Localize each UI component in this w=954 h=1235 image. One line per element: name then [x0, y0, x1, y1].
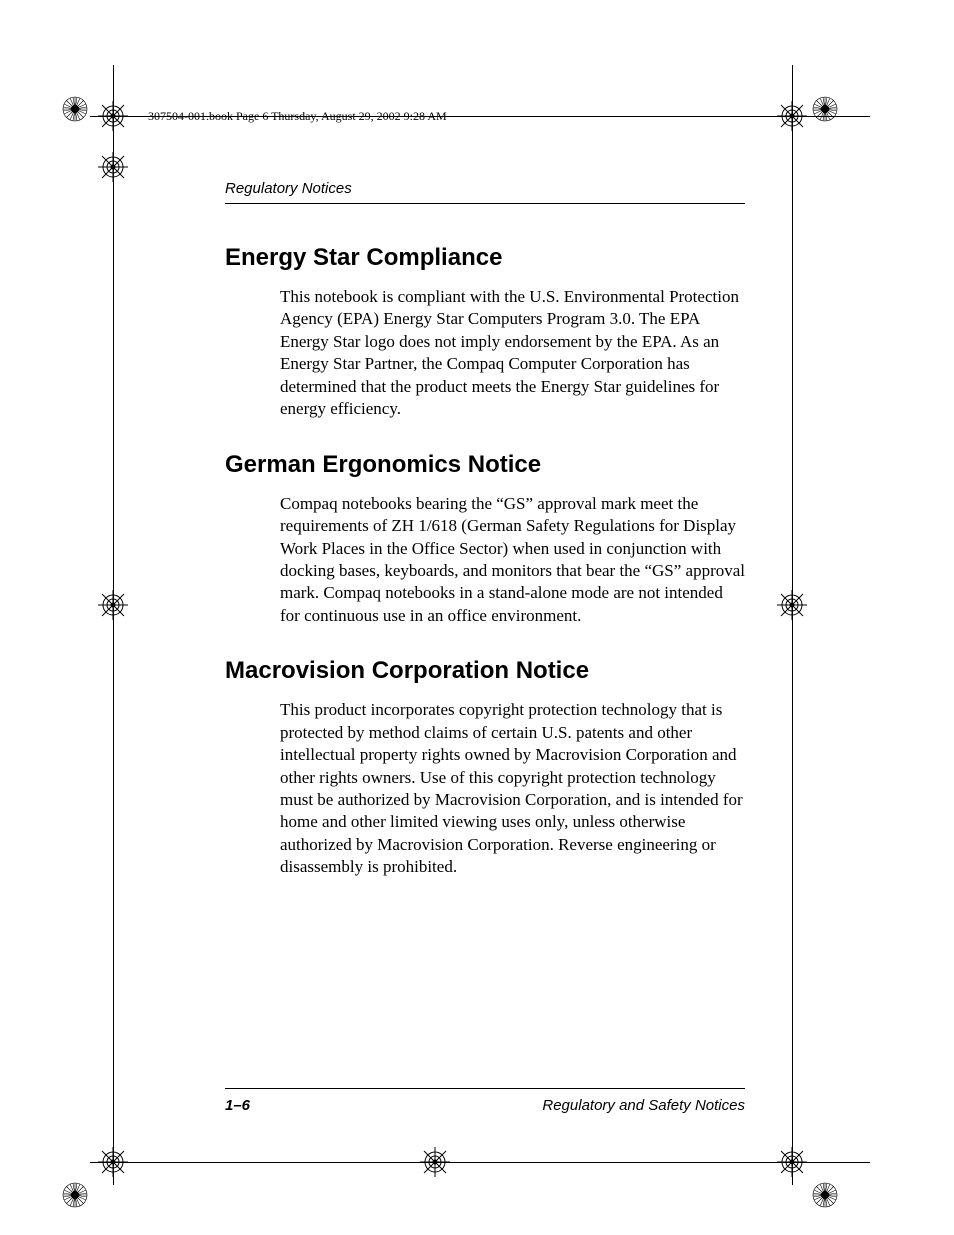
sunburst-mark-icon: [812, 96, 838, 122]
registration-mark-icon: [98, 1147, 128, 1177]
section-body: This product incorporates copyright prot…: [280, 699, 745, 879]
crop-line-left: [113, 65, 114, 1185]
registration-mark-icon: [777, 590, 807, 620]
crop-line-bottom: [90, 1162, 870, 1163]
registration-mark-icon: [777, 101, 807, 131]
registration-mark-icon: [98, 101, 128, 131]
crop-line-right: [792, 65, 793, 1185]
sunburst-mark-icon: [812, 1182, 838, 1208]
running-head: Regulatory Notices: [225, 180, 745, 197]
page-number: 1–6: [225, 1097, 250, 1114]
footer-rule: [225, 1088, 745, 1089]
page-content: Regulatory Notices Energy Star Complianc…: [225, 180, 745, 909]
footer-doc-title: Regulatory and Safety Notices: [542, 1097, 745, 1114]
section-body: This notebook is compliant with the U.S.…: [280, 286, 745, 421]
section-title: German Ergonomics Notice: [225, 451, 745, 479]
registration-mark-icon: [98, 152, 128, 182]
registration-mark-icon: [420, 1147, 450, 1177]
section-german-ergonomics: German Ergonomics Notice Compaq notebook…: [225, 451, 745, 628]
header-rule: [225, 203, 745, 204]
section-energy-star: Energy Star Compliance This notebook is …: [225, 244, 745, 421]
section-body: Compaq notebooks bearing the “GS” approv…: [280, 493, 745, 628]
section-title: Macrovision Corporation Notice: [225, 657, 745, 685]
book-info-text: 307504-001.book Page 6 Thursday, August …: [148, 109, 447, 124]
sunburst-mark-icon: [62, 96, 88, 122]
sunburst-mark-icon: [62, 1182, 88, 1208]
section-macrovision: Macrovision Corporation Notice This prod…: [225, 657, 745, 879]
registration-mark-icon: [777, 1147, 807, 1177]
registration-mark-icon: [98, 590, 128, 620]
section-title: Energy Star Compliance: [225, 244, 745, 272]
page-footer: 1–6 Regulatory and Safety Notices: [225, 1088, 745, 1114]
